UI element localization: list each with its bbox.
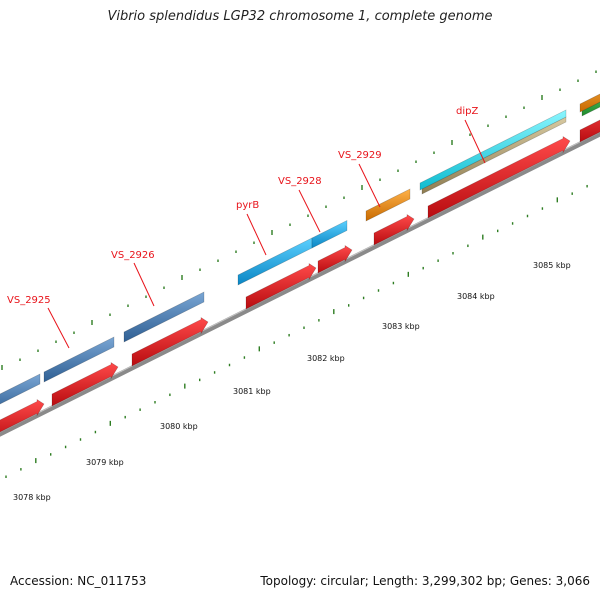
gene-leader-line [246,213,267,256]
cyan-feature-2[interactable] [311,220,348,249]
backbone-line [0,131,600,437]
gene-label[interactable]: VS_2926 [111,250,155,261]
kbp-label: 3079 kbp [86,458,124,467]
kbp-label: 3083 kbp [382,322,420,331]
orange-feature-1[interactable] [365,188,411,222]
accession-label: Accession: NC_011753 [10,574,147,588]
blue-feature-2[interactable] [43,336,115,383]
cds-arrow-7[interactable] [427,135,571,219]
kbp-label: 3078 kbp [13,493,51,502]
kbp-label: 3082 kbp [307,354,345,363]
cds-arrow-6[interactable] [373,213,415,246]
gene-label[interactable]: dipZ [456,106,478,117]
cds-arrow-1[interactable] [0,398,45,443]
bright-cyan-feature-1[interactable] [419,109,567,191]
kbp-label: 3081 kbp [233,387,271,396]
gene-leader-line [133,262,155,307]
cds-arrow-5[interactable] [317,244,353,274]
cds-arrow-3[interactable] [131,316,209,367]
gene-leader-line [47,307,70,349]
map-title: Vibrio splendidus LGP32 chromosome 1, co… [107,9,493,24]
cds-arrow-8[interactable] [579,102,600,143]
gene-label[interactable]: VS_2925 [7,295,51,306]
gene-label[interactable]: VS_2928 [278,176,322,187]
gene-leader-line [464,119,486,164]
topology-label: Topology: circular; Length: 3,299,302 bp… [260,574,590,588]
cds-arrow-2[interactable] [51,361,119,407]
kbp-label: 3085 kbp [533,261,571,270]
kbp-label: 3080 kbp [160,422,198,431]
gene-label[interactable]: pyrB [236,200,259,211]
gene-leader-line [298,189,321,233]
green-feature-1[interactable] [581,82,600,117]
cds-arrow-4[interactable] [245,262,317,310]
orange-feature-2[interactable] [579,74,600,113]
gene-label[interactable]: VS_2929 [338,150,382,161]
blue-feature-1[interactable] [0,373,41,414]
gene-leader-line [358,163,381,208]
blue-feature-3[interactable] [123,291,205,343]
kbp-label: 3084 kbp [457,292,495,301]
